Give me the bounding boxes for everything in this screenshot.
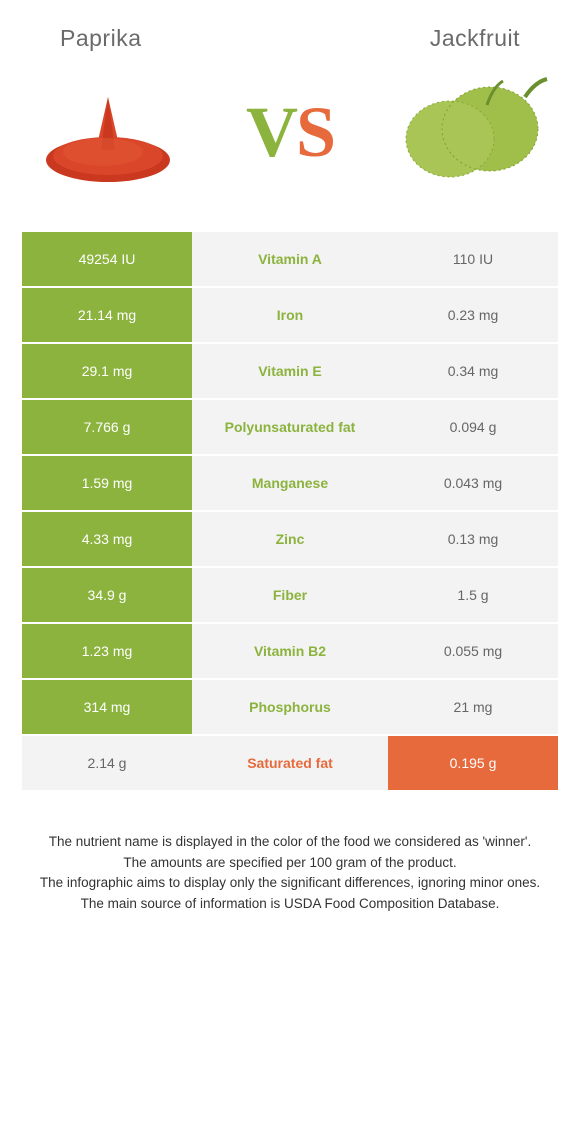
left-value: 4.33 mg (22, 512, 192, 566)
footer-line-1: The nutrient name is displayed in the co… (28, 832, 552, 852)
footer-line-3: The infographic aims to display only the… (28, 873, 552, 893)
table-row: 2.14 gSaturated fat0.195 g (22, 736, 558, 792)
left-value: 7.766 g (22, 400, 192, 454)
table-row: 314 mgPhosphorus21 mg (22, 680, 558, 736)
right-value: 1.5 g (388, 568, 558, 622)
comparison-table: 49254 IUVitamin A110 IU21.14 mgIron0.23 … (22, 232, 558, 792)
right-value: 0.043 mg (388, 456, 558, 510)
left-value: 1.59 mg (22, 456, 192, 510)
left-value: 29.1 mg (22, 344, 192, 398)
right-value: 0.195 g (388, 736, 558, 790)
right-value: 0.13 mg (388, 512, 558, 566)
table-row: 34.9 gFiber1.5 g (22, 568, 558, 624)
table-row: 29.1 mgVitamin E0.34 mg (22, 344, 558, 400)
left-value: 34.9 g (22, 568, 192, 622)
vs-row: VS (0, 62, 580, 232)
jackfruit-image (395, 62, 550, 202)
header: Paprika Jackfruit (0, 0, 580, 62)
footer-line-2: The amounts are specified per 100 gram o… (28, 853, 552, 873)
right-value: 21 mg (388, 680, 558, 734)
table-row: 7.766 gPolyunsaturated fat0.094 g (22, 400, 558, 456)
nutrient-label: Zinc (192, 512, 388, 566)
table-row: 4.33 mgZinc0.13 mg (22, 512, 558, 568)
nutrient-label: Phosphorus (192, 680, 388, 734)
left-value: 49254 IU (22, 232, 192, 286)
vs-label: VS (246, 91, 334, 174)
nutrient-label: Vitamin B2 (192, 624, 388, 678)
right-value: 0.23 mg (388, 288, 558, 342)
nutrient-label: Saturated fat (192, 736, 388, 790)
left-value: 21.14 mg (22, 288, 192, 342)
footer-notes: The nutrient name is displayed in the co… (0, 792, 580, 913)
nutrient-label: Polyunsaturated fat (192, 400, 388, 454)
nutrient-label: Vitamin A (192, 232, 388, 286)
nutrient-label: Vitamin E (192, 344, 388, 398)
footer-line-4: The main source of information is USDA F… (28, 894, 552, 914)
left-value: 1.23 mg (22, 624, 192, 678)
right-value: 0.34 mg (388, 344, 558, 398)
nutrient-label: Iron (192, 288, 388, 342)
nutrient-label: Manganese (192, 456, 388, 510)
vs-s-letter: S (296, 92, 334, 172)
right-value: 0.094 g (388, 400, 558, 454)
right-value: 0.055 mg (388, 624, 558, 678)
right-value: 110 IU (388, 232, 558, 286)
left-value: 2.14 g (22, 736, 192, 790)
left-food-title: Paprika (60, 25, 141, 52)
right-food-title: Jackfruit (430, 25, 520, 52)
table-row: 1.59 mgManganese0.043 mg (22, 456, 558, 512)
paprika-image (30, 62, 185, 202)
table-row: 49254 IUVitamin A110 IU (22, 232, 558, 288)
table-row: 1.23 mgVitamin B20.055 mg (22, 624, 558, 680)
table-row: 21.14 mgIron0.23 mg (22, 288, 558, 344)
left-value: 314 mg (22, 680, 192, 734)
nutrient-label: Fiber (192, 568, 388, 622)
vs-v-letter: V (246, 92, 296, 172)
